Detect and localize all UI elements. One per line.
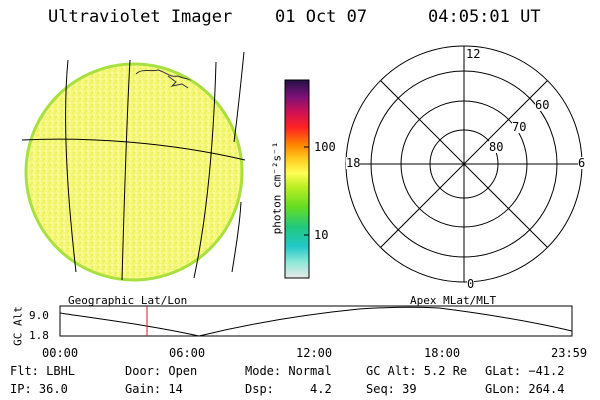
status-dsp: Dsp: 4.2 <box>245 382 332 396</box>
lat-label-60: 60 <box>535 98 550 112</box>
lat-label-70: 70 <box>512 120 527 134</box>
meridian-line <box>231 201 242 273</box>
colorbar-tick-100: 100 <box>314 140 336 154</box>
colorbar <box>284 79 310 279</box>
status-filter: Flt: LBHL <box>10 364 76 378</box>
altitude-plot-frame <box>59 305 573 337</box>
status-glat: GLat: −41.2 <box>485 364 565 378</box>
status-mode: Mode: Normal <box>245 364 332 378</box>
header-time: 04:05:01 UT <box>428 7 541 27</box>
mlt-label-0: 0 <box>467 277 475 291</box>
altitude-x-tick-1200: 12:00 <box>296 346 333 360</box>
earth-disk <box>26 64 242 280</box>
altitude-x-tick-0000: 00:00 <box>42 346 79 360</box>
meridian-line <box>193 61 217 279</box>
colorbar-unit-label: photon cm⁻²s⁻¹ <box>270 141 284 235</box>
meridian-line <box>121 59 131 281</box>
altitude-x-tick-2359: 23:59 <box>551 346 588 360</box>
altitude-left-caption: Geographic Lat/Lon <box>68 294 188 307</box>
altitude-right-caption: Apex MLat/MLT <box>410 294 497 307</box>
altitude-x-tick-0600: 06:00 <box>169 346 206 360</box>
polar-diagonal <box>380 80 548 248</box>
earth-limb <box>24 62 244 282</box>
lat-label-80: 80 <box>489 140 504 154</box>
parallel-line <box>21 138 246 161</box>
altitude-trace <box>59 306 573 337</box>
polar-mlt-plot <box>345 45 583 283</box>
altitude-y-tick-low: 1.8 <box>29 329 49 342</box>
altitude-x-tick-1800: 18:00 <box>424 346 461 360</box>
status-door: Door: Open <box>125 364 198 378</box>
meridian-line <box>65 59 77 273</box>
altitude-y-tick-high: 9.0 <box>29 309 49 322</box>
altitude-y-axis-label: GC Alt <box>11 306 25 346</box>
status-glon: GLon: 264.4 <box>485 382 565 396</box>
colorbar-tick-10: 10 <box>314 228 329 242</box>
earth-disk-image <box>21 51 246 282</box>
status-gain: Gain: 14 <box>125 382 183 396</box>
header-date: 01 Oct 07 <box>275 7 368 27</box>
status-gc-alt: GC Alt: 5.2 Re <box>366 364 468 378</box>
meridian-line <box>233 51 245 143</box>
instrument-title: Ultraviolet Imager <box>48 7 233 27</box>
coastline-detail <box>167 75 189 89</box>
altitude-plot <box>59 305 573 337</box>
mlt-label-12: 12 <box>466 47 481 61</box>
status-ip: IP: 36.0 <box>10 382 68 396</box>
status-seq: Seq: 39 <box>366 382 417 396</box>
mlt-label-6: 6 <box>578 156 586 170</box>
mlt-label-18: 18 <box>346 156 361 170</box>
